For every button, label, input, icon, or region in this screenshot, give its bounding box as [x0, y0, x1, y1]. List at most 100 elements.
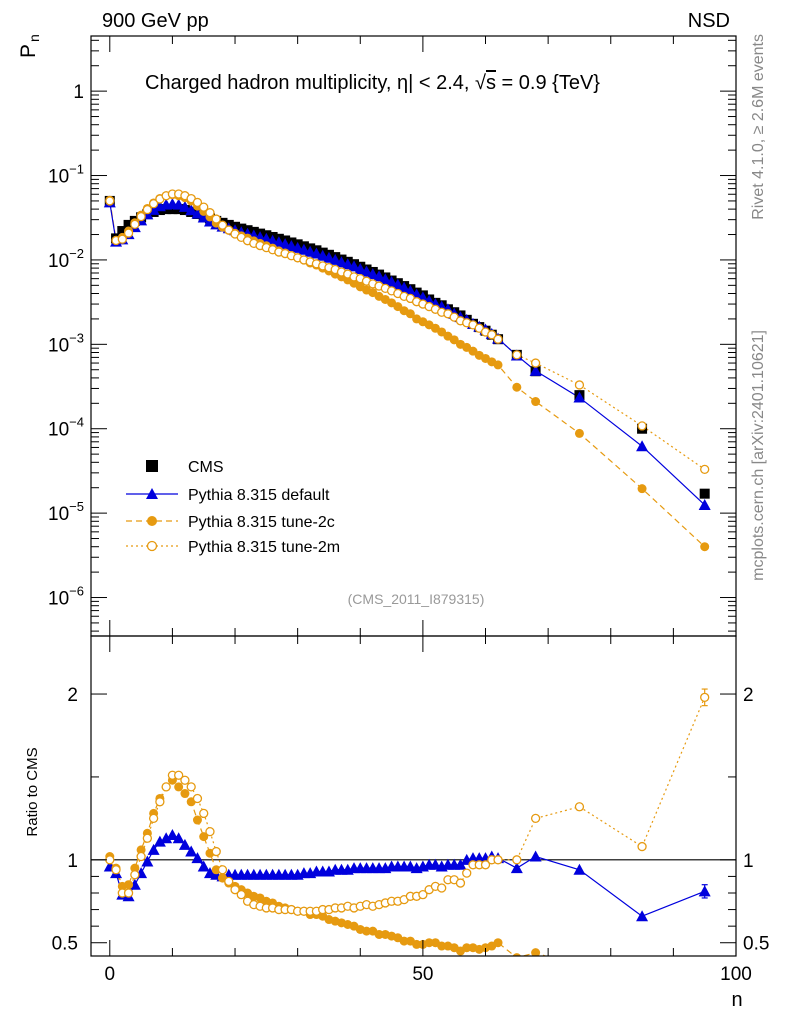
ratio-point-tune-2m — [130, 870, 140, 880]
point-tune-2m — [105, 196, 115, 206]
ratio-point-tune-2m — [418, 890, 428, 900]
point-default — [354, 263, 367, 275]
x-tick-label: 0 — [104, 964, 115, 985]
ratio-point-tune-2m — [480, 860, 491, 870]
title-eta: η — [397, 72, 408, 94]
ratio-point-tune-2m — [637, 841, 647, 852]
point-tune-2m — [211, 214, 221, 224]
ratio-point-tune-2m — [236, 890, 246, 900]
ratio-point-tune-2m — [136, 851, 146, 862]
ratio-point-tune-2m — [186, 782, 196, 792]
legend-marker-circle — [147, 516, 157, 526]
point-default — [529, 364, 542, 376]
ratio-point-tune-2m — [192, 793, 203, 804]
ratio-panel-frame — [90, 635, 737, 957]
ratio-point-default — [153, 835, 166, 847]
point-tune-2m — [574, 380, 585, 390]
ratio-point-tune-2m — [493, 855, 503, 865]
ratio-point-tune-2m — [230, 885, 240, 895]
ratio-point-tune-2c — [374, 929, 384, 939]
y-tick-label: 10−1 — [48, 162, 84, 188]
ratio-point-tune-2c — [199, 832, 209, 842]
point-tune-2c — [405, 309, 415, 319]
point-tune-2c — [700, 542, 710, 552]
ratio-point-tune-2c — [362, 926, 372, 936]
side-label-mcplots: mcplots.cern.ch [arXiv:2401.10621] — [750, 330, 767, 581]
point-cms — [699, 488, 710, 499]
legend-marker-triangle — [146, 488, 158, 499]
ratio-point-default — [698, 885, 711, 897]
ratio-point-tune-2m — [123, 888, 134, 898]
point-default — [191, 207, 204, 219]
point-default — [698, 498, 711, 510]
ratio-point-tune-2m — [180, 775, 190, 785]
point-tune-2m — [205, 208, 215, 218]
chart-title: Charged hadron multiplicity, η| < 2.4, √… — [145, 72, 600, 94]
ratio-point-tune-2c — [412, 939, 422, 949]
point-tune-2m — [130, 219, 140, 229]
header-left-label: 900 GeV pp — [102, 10, 209, 32]
y-tick-label-base: 10 — [48, 504, 69, 525]
ratio-y-tick-label-right: 1 — [743, 851, 754, 872]
ratio-point-tune-2c — [512, 953, 522, 956]
legend: CMS Pythia 8.315 default Pythia 8.315 tune… — [126, 459, 340, 556]
ratio-point-default — [191, 852, 204, 864]
point-tune-2c — [512, 382, 522, 392]
y-axis-label: P n — [17, 34, 42, 58]
point-default — [385, 275, 398, 287]
header-right-label: NSD — [688, 10, 730, 32]
point-default — [185, 204, 198, 216]
y-tick-label: 10−4 — [48, 415, 84, 441]
ratio-point-tune-2c — [192, 815, 202, 825]
main-panel: 10−610−510−410−310−210−11 Charged hadron… — [48, 35, 737, 637]
ratio-point-tune-2c — [174, 782, 184, 792]
legend-marker-square — [146, 460, 158, 472]
y-tick-label-exp: −3 — [69, 330, 84, 345]
point-tune-2m — [637, 421, 647, 431]
y-tick-label-exp: −2 — [69, 246, 84, 261]
ratio-point-tune-2m — [530, 813, 541, 824]
x-tick-label: 100 — [720, 964, 752, 985]
y-tick-label-exp: −5 — [69, 499, 84, 514]
point-default — [636, 440, 649, 452]
ratio-point-tune-2m — [512, 855, 522, 865]
ratio-point-tune-2c — [424, 938, 434, 948]
ratio-point-tune-2m — [155, 797, 165, 807]
point-tune-2m — [199, 202, 209, 212]
point-tune-2c — [574, 428, 584, 438]
title-post: = 0.9 {TeV} — [496, 72, 600, 94]
analysis-id: (CMS_2011_I879315) — [348, 591, 485, 607]
ratio-y-tick-label: 1 — [67, 851, 78, 872]
y-tick-label-base: 10 — [48, 167, 69, 188]
point-default — [573, 391, 586, 403]
main-y-ticks: 10−610−510−410−310−210−11 — [48, 39, 736, 632]
ratio-point-tune-2c — [180, 789, 190, 799]
legend-item: Pythia 8.315 default — [126, 487, 330, 504]
ratio-point-tune-2m — [161, 782, 171, 792]
ratio-point-tune-2m — [224, 876, 234, 887]
ratio-point-default — [636, 910, 649, 922]
ratio-point-tune-2m — [174, 770, 184, 780]
point-tune-2c — [449, 335, 459, 345]
ratio-point-tune-2c — [531, 948, 541, 956]
point-default — [398, 281, 411, 293]
y-tick-label-base: 10 — [48, 420, 69, 441]
ratio-clip-group — [91, 688, 736, 956]
ratio-point-tune-2m — [455, 878, 466, 888]
y-tick-label: 1 — [73, 82, 84, 103]
ratio-point-tune-2c — [437, 941, 447, 951]
point-cms — [123, 219, 134, 230]
legend-item: Pythia 8.315 tune-2m — [126, 539, 340, 556]
ratio-point-default — [510, 862, 523, 874]
legend-item: Pythia 8.315 tune-2c — [126, 514, 335, 531]
point-tune-2c — [637, 484, 647, 494]
ratio-point-tune-2c — [493, 938, 503, 948]
point-tune-2m — [217, 220, 228, 230]
ratio-point-default — [529, 850, 542, 862]
y-axis-label-main: P — [17, 44, 40, 58]
ratio-point-tune-2m — [574, 802, 585, 812]
point-tune-2c — [493, 360, 503, 370]
ratio-point-tune-2m — [205, 826, 215, 837]
ratio-point-default — [147, 843, 160, 855]
